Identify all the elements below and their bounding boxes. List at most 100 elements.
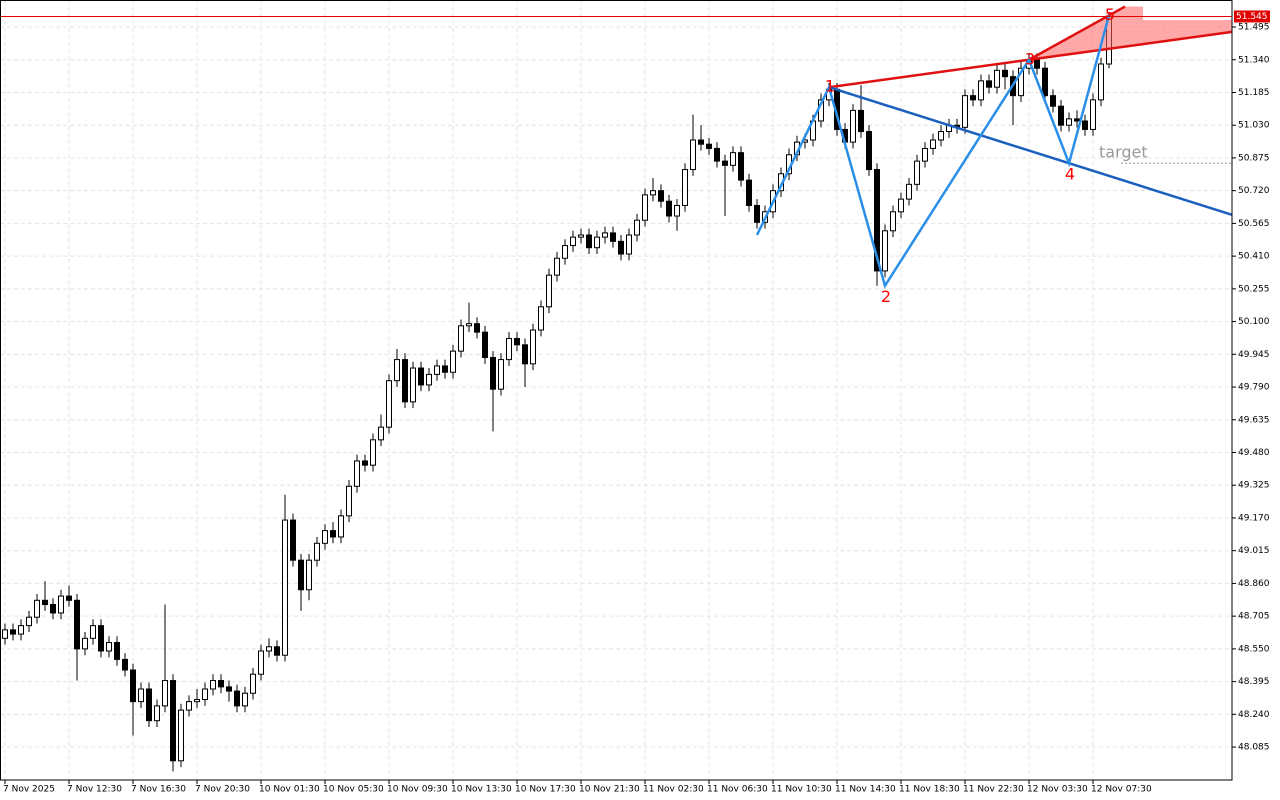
y-tick-label: 51.495 — [1238, 23, 1270, 33]
x-tick-label: 11 Nov 14:30 — [835, 785, 896, 795]
candle-body — [930, 139, 936, 149]
candle-body — [922, 147, 928, 162]
y-tick-label: 51.340 — [1238, 55, 1270, 65]
y-tick-label: 49.790 — [1238, 383, 1270, 393]
candle-body — [858, 109, 864, 133]
candle-body — [218, 680, 224, 688]
x-tick-label: 12 Nov 07:30 — [1091, 785, 1152, 795]
wave-label: 2 — [881, 287, 891, 306]
wave-label: 1 — [825, 77, 835, 96]
price-box — [1234, 10, 1270, 23]
x-tick-label: 10 Nov 09:30 — [387, 785, 448, 795]
candle-body — [346, 485, 352, 517]
candle-body — [298, 559, 304, 591]
x-tick-label: 10 Nov 21:30 — [579, 785, 640, 795]
candle-body — [362, 460, 368, 466]
x-tick-label: 7 Nov 2025 — [3, 785, 55, 795]
candle-body — [506, 337, 512, 361]
y-tick-label: 48.860 — [1238, 579, 1270, 589]
candle-body — [1050, 95, 1056, 107]
candle-body — [1074, 118, 1080, 122]
candle-body — [18, 625, 24, 635]
candle-body — [474, 323, 480, 333]
candle-body — [1090, 99, 1096, 130]
candle-body — [26, 616, 32, 627]
candle-body — [242, 692, 248, 707]
wave-label: 5 — [1105, 5, 1115, 24]
candle-body — [170, 680, 176, 762]
candle-body — [698, 139, 704, 145]
candle-body — [882, 230, 888, 272]
candle-body — [538, 306, 544, 331]
plot-frame — [0, 0, 1233, 781]
wave-line — [755, 15, 1111, 289]
candle-body — [146, 688, 152, 722]
candle-body — [234, 690, 240, 707]
candle-body — [482, 331, 488, 358]
candle-body — [658, 190, 664, 202]
y-tick-label: 48.705 — [1238, 612, 1270, 622]
y-tick-label: 49.170 — [1238, 513, 1270, 523]
candle-body — [74, 599, 80, 650]
candle-body — [1034, 59, 1040, 69]
x-tick-label: 10 Nov 13:30 — [451, 785, 512, 795]
x-tick-label: 7 Nov 20:30 — [195, 785, 250, 795]
candle-body — [394, 359, 400, 382]
candle-body — [250, 673, 256, 694]
candle-body — [866, 131, 872, 171]
x-tick-label: 11 Nov 22:30 — [963, 785, 1024, 795]
candle-body — [266, 646, 272, 652]
candle-body — [418, 367, 424, 386]
candle-body — [122, 658, 128, 671]
x-tick-label: 12 Nov 03:30 — [1027, 785, 1088, 795]
candle-body — [410, 367, 416, 403]
candle-body — [322, 530, 328, 544]
wave-label: 3 — [1025, 49, 1035, 68]
candle-body — [610, 232, 616, 242]
candle-body — [514, 337, 520, 346]
target-label: target — [1099, 143, 1148, 162]
y-tick-label: 51.185 — [1238, 88, 1270, 98]
candle-body — [114, 642, 120, 660]
candle-body — [42, 599, 48, 606]
candle-body — [546, 274, 552, 308]
candle-body — [186, 701, 192, 711]
candle-body — [178, 709, 184, 762]
candle-body — [202, 688, 208, 701]
candle-body — [986, 80, 992, 88]
candle-body — [498, 359, 504, 390]
candle-body — [58, 595, 64, 614]
candle-body — [258, 650, 264, 675]
y-tick-label: 50.410 — [1238, 252, 1270, 262]
candle-body — [938, 131, 944, 141]
candle-body — [194, 699, 200, 703]
candle-body — [682, 169, 688, 206]
candle-body — [738, 152, 744, 181]
candle-body — [1098, 63, 1104, 101]
candle-body — [674, 204, 680, 217]
candle-body — [586, 234, 592, 249]
candle-body — [650, 190, 656, 196]
candle-body — [154, 705, 160, 722]
candle-body — [578, 234, 584, 238]
y-tick-label: 49.015 — [1238, 546, 1270, 556]
y-tick-label: 50.565 — [1238, 219, 1270, 229]
candle-body — [1066, 118, 1072, 126]
x-tick-label: 7 Nov 16:30 — [131, 785, 186, 795]
candle-body — [386, 380, 392, 428]
candle-body — [82, 637, 88, 650]
candle-body — [282, 519, 288, 656]
candle-body — [442, 365, 448, 373]
y-tick-label: 48.395 — [1238, 677, 1270, 687]
candle-body — [730, 152, 736, 166]
y-tick-label: 50.875 — [1238, 153, 1270, 163]
candle-body — [890, 211, 896, 232]
candle-body — [690, 139, 696, 171]
y-tick-label: 49.325 — [1238, 481, 1270, 491]
candle-body — [962, 95, 968, 128]
candle-body — [90, 625, 96, 639]
candle-body — [226, 686, 232, 692]
y-tick-label: 50.100 — [1238, 317, 1270, 327]
y-tick-label: 49.480 — [1238, 448, 1270, 458]
y-tick-label: 48.240 — [1238, 710, 1270, 720]
